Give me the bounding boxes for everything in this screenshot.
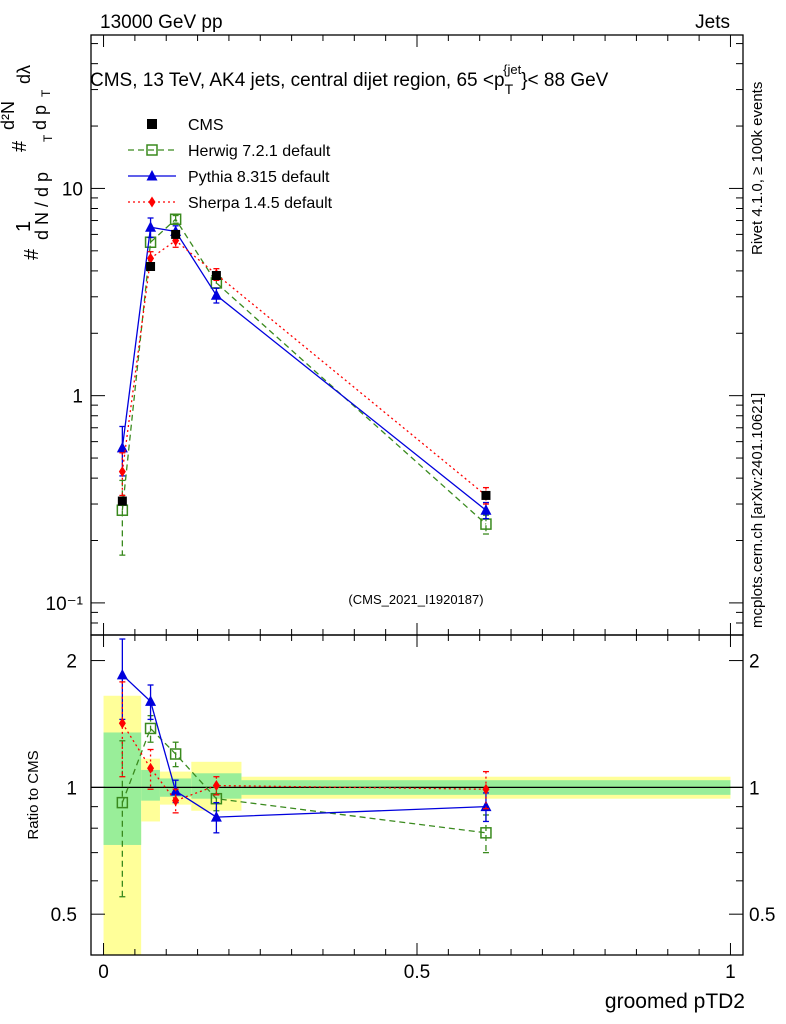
marker-pythia [210, 289, 222, 300]
svg-text:1: 1 [13, 221, 35, 232]
ratio-marker-sherpa [118, 717, 126, 729]
svg-text:T: T [39, 89, 53, 97]
marker-cms [211, 271, 221, 281]
legend-label-sherpa: Sherpa 1.4.5 default [188, 195, 333, 212]
series-line-pythia [121, 226, 487, 511]
legend-marker-pythia [146, 170, 158, 181]
ratio-marker-sherpa [212, 780, 220, 792]
x-tick-label: 0 [98, 962, 109, 983]
y-tick-label-ratio-left: 1 [66, 778, 77, 799]
svg-text:d²N: d²N [0, 101, 18, 130]
side-label-rivet: Rivet 4.1.0, ≥ 100k events [749, 82, 766, 255]
legend-marker-sherpa [148, 196, 156, 208]
ratio-band-stat [103, 732, 142, 845]
y-tick-label-main: 10⁻¹ [46, 594, 84, 615]
legend-marker-cms [147, 119, 157, 129]
marker-cms [146, 262, 156, 272]
svg-text:#: # [21, 248, 43, 260]
legend-label-pythia: Pythia 8.315 default [188, 169, 330, 186]
series-line-sherpa [121, 239, 487, 496]
ratio-marker-pythia [145, 695, 157, 706]
ratio-plot-marks [91, 638, 743, 898]
ratio-line-sherpa [121, 722, 486, 802]
ratio-marker-sherpa [172, 795, 180, 807]
legend-label-cms: CMS [188, 117, 224, 134]
ratio-marker-herwig [144, 722, 157, 735]
legend: CMS Herwig 7.2.1 default Pythia 8.315 defa… [128, 117, 333, 212]
svg-text:d N / d p: d N / d p [32, 172, 52, 240]
marker-cms [481, 490, 491, 500]
marker-sherpa [147, 252, 155, 264]
ratio-marker-sherpa [147, 762, 155, 774]
y-tick-label-main: 1 [72, 387, 83, 408]
ratio-marker-herwig [169, 748, 182, 760]
y-axis-label-main: # 1 d N / d p T # d²N d p T dλ [0, 65, 55, 260]
y-tick-label-ratio-right: 2 [749, 652, 760, 673]
y-axis-label-ratio: Ratio to CMS [25, 750, 42, 839]
y-tick-label-ratio-left: 2 [66, 652, 77, 673]
svg-text:T: T [41, 134, 55, 142]
marker-cms [171, 229, 181, 239]
svg-text:dλ: dλ [14, 65, 34, 84]
marker-herwig [169, 213, 182, 226]
svg-text:#: # [9, 140, 31, 152]
ratio-marker-pythia [116, 668, 128, 680]
x-tick-label: 0.5 [404, 962, 430, 983]
svg-text:d p: d p [30, 105, 50, 130]
main-plot-marks [116, 213, 492, 556]
x-tick-label: 1 [725, 962, 736, 983]
y-tick-label-ratio-right: 0.5 [749, 905, 775, 926]
ratio-uncertainty-bands [103, 695, 731, 955]
axes: 0 0.5 1 10 1 10⁻¹ 2 2 1 1 0.5 0.5 [46, 34, 775, 983]
legend-label-herwig: Herwig 7.2.1 default [188, 143, 331, 160]
marker-pythia [480, 504, 492, 515]
x-axis-label: groomed pTD2 [605, 990, 745, 1013]
ratio-marker-herwig [480, 827, 492, 839]
ratio-marker-herwig [116, 796, 129, 809]
marker-sherpa [118, 466, 126, 478]
chart-title: CMS, 13 TeV, AK4 jets, central dijet reg… [90, 62, 609, 97]
marker-pythia [145, 221, 157, 232]
series-line-herwig [121, 218, 487, 525]
marker-pythia [116, 441, 128, 453]
y-tick-label-main: 10 [62, 179, 83, 200]
y-tick-label-ratio-right: 1 [749, 778, 760, 799]
ratio-marker-sherpa [482, 783, 490, 795]
header-category: Jets [695, 12, 730, 33]
y-tick-label-ratio-left: 0.5 [51, 905, 77, 926]
analysis-watermark: (CMS_2021_I1920187) [348, 592, 483, 607]
ratio-marker-pythia [210, 811, 222, 822]
legend-marker-herwig [146, 144, 158, 156]
side-label-mcplots: mcplots.cern.ch [arXiv:2401.10621] [749, 393, 766, 628]
header-energy: 13000 GeV pp [100, 12, 223, 33]
marker-cms [117, 496, 127, 506]
